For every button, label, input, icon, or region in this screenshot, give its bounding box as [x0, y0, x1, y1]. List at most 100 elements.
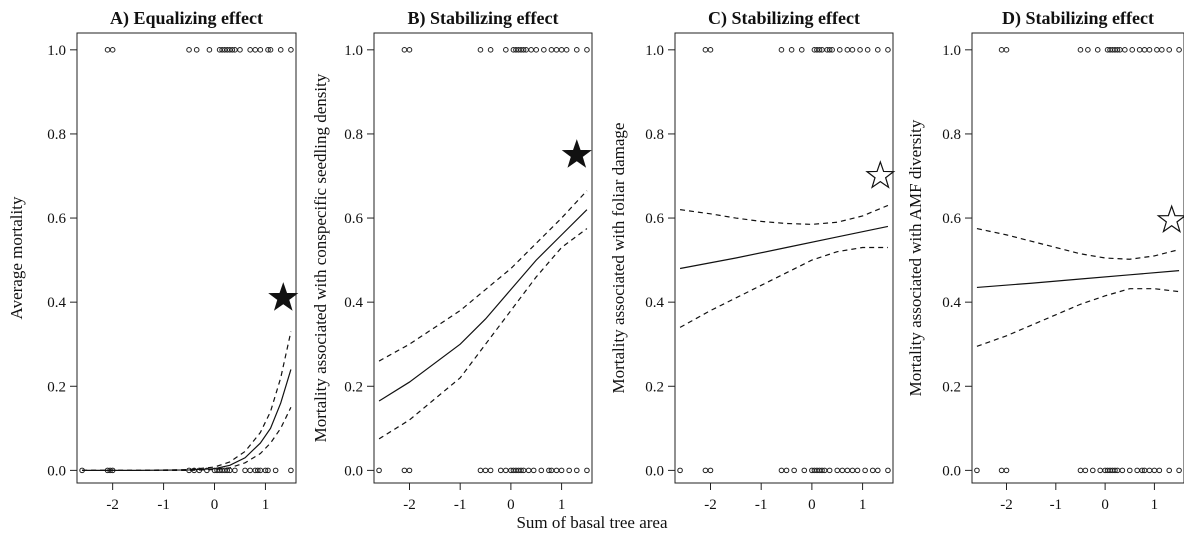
y-tick-label: 0.8: [344, 127, 363, 143]
data-point: [1146, 47, 1153, 53]
y-tick-label: 0.4: [942, 295, 961, 311]
y-tick-label: 0.0: [47, 463, 66, 479]
data-point: [1141, 47, 1148, 53]
data-point: [778, 47, 785, 53]
data-point: [272, 467, 279, 474]
data-point: [798, 47, 805, 53]
data-point: [528, 47, 534, 53]
data-point: [874, 467, 881, 474]
filled-star-icon: [561, 139, 592, 168]
y-tick-label: 0.0: [645, 463, 664, 479]
data-point: [193, 47, 200, 53]
y-tick-label: 0.4: [344, 295, 363, 311]
y-tick-label: 1.0: [47, 43, 66, 59]
data-point: [1129, 47, 1136, 53]
data-point: [1114, 47, 1121, 53]
y-tick-label: 0.6: [344, 211, 363, 227]
data-point: [677, 467, 683, 474]
data-point: [702, 47, 709, 53]
data-point: [252, 47, 259, 53]
confidence-band-line: [679, 204, 889, 225]
data-point: [1151, 467, 1158, 474]
data-point: [288, 467, 294, 474]
data-point: [857, 47, 863, 53]
data-point: [406, 47, 413, 53]
confidence-band-line: [378, 190, 588, 362]
data-point: [573, 47, 580, 53]
data-point: [1154, 47, 1160, 53]
data-point: [288, 47, 294, 53]
data-point: [849, 47, 856, 53]
data-point: [206, 47, 213, 53]
x-tick-label: -1: [1050, 497, 1063, 513]
data-point: [778, 467, 785, 474]
y-tick-label: 0.6: [47, 211, 66, 227]
data-point: [1082, 467, 1089, 474]
data-point: [849, 467, 856, 474]
open-star-icon: [865, 160, 896, 189]
data-point: [242, 467, 248, 474]
y-tick-label: 1.0: [645, 43, 664, 59]
data-point: [503, 467, 509, 474]
data-point: [864, 47, 871, 53]
data-point: [566, 467, 572, 474]
data-point: [791, 467, 797, 474]
data-point: [854, 467, 861, 474]
plot-frame: [674, 32, 894, 484]
data-point: [874, 47, 881, 53]
data-point: [558, 47, 565, 53]
data-point: [788, 47, 795, 53]
panel-c: C) Stabilizing effect Mortality associate…: [609, 8, 896, 513]
y-tick-label: 0.0: [344, 463, 363, 479]
x-tick-label: 1: [558, 497, 566, 513]
y-tick-label: 0.8: [645, 127, 664, 143]
open-star-icon: [1156, 204, 1184, 233]
data-point: [885, 47, 891, 53]
data-point: [998, 467, 1005, 474]
confidence-band-line: [82, 407, 292, 471]
confidence-band-line: [679, 246, 888, 328]
data-point: [1139, 467, 1145, 474]
data-point: [1122, 47, 1128, 53]
data-point: [229, 47, 236, 53]
data-point: [1077, 47, 1084, 53]
data-point: [109, 47, 116, 53]
data-point: [401, 467, 408, 474]
y-tick-label: 1.0: [344, 43, 363, 59]
data-point: [1119, 467, 1126, 474]
x-tick-label: 0: [507, 497, 515, 513]
data-point: [247, 467, 253, 474]
data-point: [1136, 47, 1143, 53]
data-point: [702, 467, 709, 474]
y-tick-label: 0.8: [942, 127, 961, 143]
data-point: [1159, 47, 1165, 53]
panel-a: A) Equalizing effect Average mortality 0.0…: [7, 8, 299, 513]
data-point: [477, 47, 484, 53]
y-tick-label: 0.2: [47, 379, 66, 395]
data-point: [836, 47, 843, 53]
data-point: [520, 47, 527, 53]
data-point: [1077, 467, 1084, 474]
data-point: [816, 47, 823, 53]
data-point: [482, 467, 489, 474]
y-tick-label: 0.2: [942, 379, 961, 395]
shared-x-axis-label: Sum of basal tree area: [516, 513, 667, 532]
data-point: [541, 47, 547, 53]
data-point: [829, 47, 835, 53]
x-tick-label: 0: [211, 497, 219, 513]
y-tick-label: 0.2: [645, 379, 664, 395]
data-point: [826, 467, 833, 474]
data-point: [376, 467, 382, 474]
y-tick-label: 1.0: [942, 43, 961, 59]
data-point: [563, 47, 570, 53]
data-point: [869, 467, 876, 474]
data-point: [1176, 467, 1182, 474]
x-tick-label: 1: [859, 497, 867, 513]
data-point: [819, 467, 825, 474]
x-tick-label: -2: [1000, 497, 1013, 513]
y-axis-label: Mortality associated with conspecific se…: [311, 73, 330, 442]
confidence-band-line: [378, 228, 588, 440]
data-point: [573, 467, 580, 474]
y-tick-label: 0.4: [47, 295, 66, 311]
data-point: [844, 47, 851, 53]
